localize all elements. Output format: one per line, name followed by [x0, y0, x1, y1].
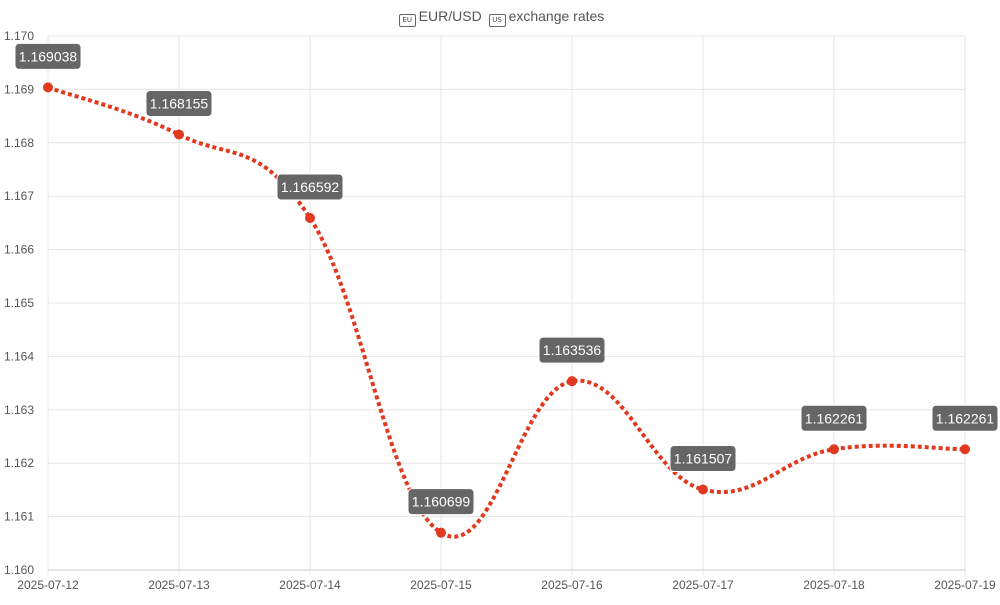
us-flag-icon: US: [488, 14, 506, 27]
y-tick-label: 1.162: [4, 456, 34, 470]
x-tick-label: 2025-07-15: [410, 578, 472, 592]
data-point: [698, 484, 708, 495]
x-tick-label: 2025-07-19: [934, 578, 996, 592]
y-tick-label: 1.169: [4, 82, 34, 96]
chart-title: EU EUR/USD US exchange rates: [0, 8, 1000, 27]
data-label-box: [538, 336, 606, 364]
data-label-box: [276, 173, 344, 201]
data-label: 1.162261: [805, 410, 864, 426]
x-tick-label: 2025-07-18: [803, 578, 865, 592]
data-label: 1.166592: [281, 179, 340, 195]
data-point: [960, 444, 970, 455]
data-label: 1.162261: [936, 410, 995, 426]
eu-flag-icon: EU: [398, 14, 416, 27]
x-tick-label: 2025-07-12: [17, 578, 79, 592]
x-tick-label: 2025-07-16: [541, 578, 603, 592]
data-point: [305, 212, 315, 223]
data-label: 1.168155: [150, 96, 209, 112]
y-tick-label: 1.168: [4, 136, 34, 150]
y-tick-label: 1.167: [4, 189, 34, 203]
data-label-box: [407, 488, 475, 516]
data-label-box: [669, 445, 737, 473]
x-tick-label: 2025-07-17: [672, 578, 734, 592]
y-tick-label: 1.165: [4, 296, 34, 310]
data-point: [43, 82, 53, 93]
data-label-box: [145, 90, 213, 118]
y-tick-label: 1.170: [4, 29, 34, 43]
data-label: 1.160699: [412, 494, 471, 510]
data-point: [436, 527, 446, 538]
data-label: 1.169038: [19, 48, 78, 64]
y-tick-label: 1.161: [4, 510, 34, 524]
chart-title-suffix: exchange rates: [508, 8, 605, 24]
data-label-box: [800, 404, 868, 432]
data-label-box: [14, 42, 82, 70]
chart-title-pair: EUR/USD: [418, 8, 482, 24]
y-tick-label: 1.166: [4, 243, 34, 257]
y-tick-label: 1.164: [4, 349, 34, 363]
data-label: 1.161507: [674, 451, 733, 467]
data-label: 1.163536: [543, 342, 602, 358]
data-point: [567, 376, 577, 387]
y-tick-label: 1.160: [4, 563, 34, 577]
x-tick-label: 2025-07-13: [148, 578, 210, 592]
data-point: [174, 129, 184, 140]
data-label-box: [931, 404, 999, 432]
data-point: [829, 444, 839, 455]
y-tick-label: 1.163: [4, 403, 34, 417]
series-line: [47, 85, 966, 539]
x-tick-label: 2025-07-14: [279, 578, 341, 592]
